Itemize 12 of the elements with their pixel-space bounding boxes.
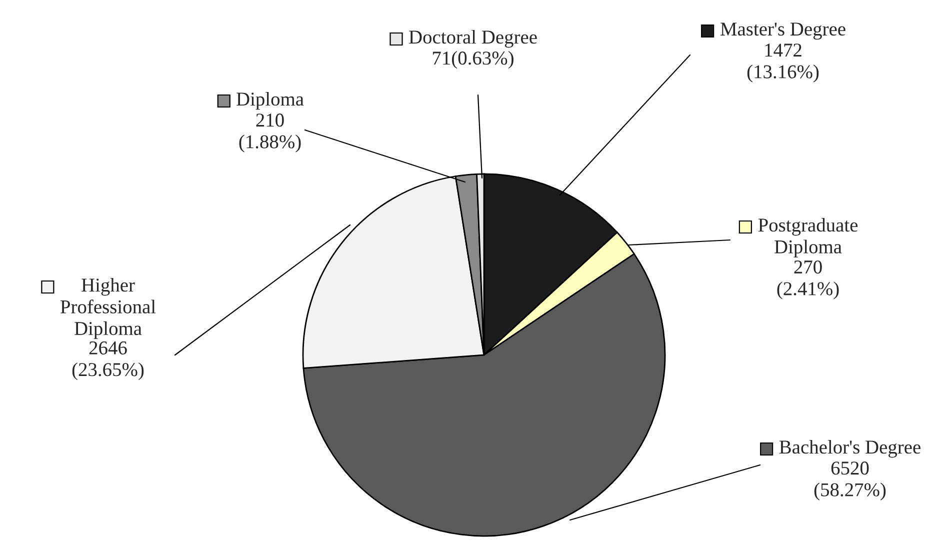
data-label: 6520 (58.27%) (814, 462, 886, 500)
legend-label: Bachelor's Degree (779, 440, 920, 458)
data-label: 71(0.63%) (432, 51, 514, 69)
data-label: 1472 (13.16%) (747, 44, 819, 82)
data-label: 270 (2.41%) (777, 260, 839, 300)
data-label: 2646 (23.65%) (72, 341, 144, 380)
legend-label: Master's Degree (720, 22, 846, 40)
legend-label: Diploma (236, 92, 304, 110)
data-label: 210 (1.88%) (239, 114, 301, 152)
legend-label: Higher Professional Diploma (60, 278, 156, 340)
legend-label: Postgraduate Diploma (758, 218, 858, 258)
legend-label: Doctoral Degree (409, 30, 537, 48)
